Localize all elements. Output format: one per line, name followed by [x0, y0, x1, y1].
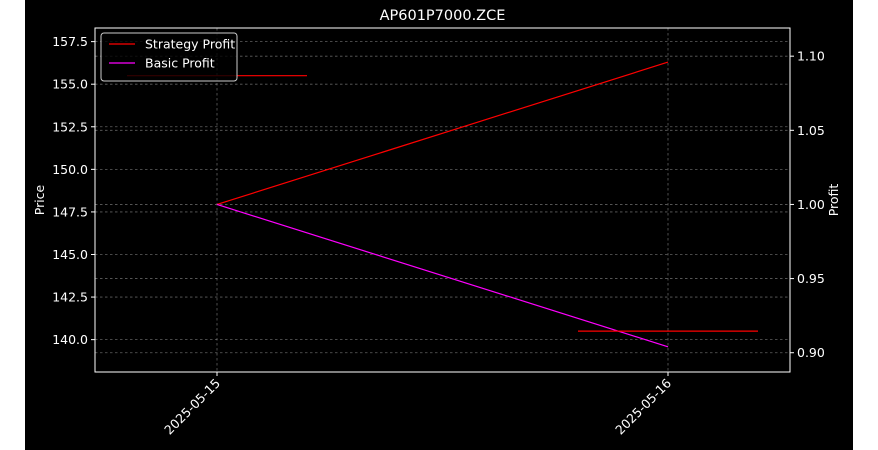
series-line-basic-profit — [216, 203, 669, 348]
right-tick-label: 1.05 — [797, 123, 825, 138]
series-line-strategy-profit — [216, 61, 669, 206]
legend-label: Strategy Profit — [145, 37, 235, 52]
left-tick-label: 155.0 — [52, 77, 88, 92]
legend-box — [100, 32, 238, 82]
x-axis: 2025-05-15 2025-05-16 — [161, 372, 674, 437]
right-tick-label: 0.90 — [797, 345, 825, 360]
right-tick-label: 0.95 — [797, 271, 825, 286]
left-y-axis: 140.0 142.5 145.0 147.5 150.0 152.5 155.0 157.5 — [52, 34, 95, 347]
left-tick-label: 140.0 — [52, 332, 88, 347]
x-tick-label: 2025-05-15 — [161, 376, 223, 438]
right-tick-label: 1.00 — [797, 197, 825, 212]
legend: Strategy Profit Basic Profit — [100, 32, 238, 82]
left-tick-label: 147.5 — [52, 204, 88, 219]
grid-layer — [95, 28, 790, 372]
chart-title: AP601P7000.ZCE — [380, 8, 506, 24]
x-tick-label: 2025-05-16 — [612, 375, 674, 437]
left-tick-label: 142.5 — [52, 290, 88, 305]
left-tick-label: 152.5 — [52, 119, 88, 134]
right-y-axis-label: Profit — [826, 184, 841, 217]
right-y-axis: 0.90 0.95 1.00 1.05 1.10 — [790, 49, 825, 360]
right-tick-label: 1.10 — [797, 49, 825, 64]
left-tick-label: 150.0 — [52, 162, 88, 177]
left-y-axis-label: Price — [32, 184, 47, 215]
left-tick-label: 157.5 — [52, 34, 88, 49]
chart-figure: AP601P7000.ZCE 140.0 142.5 145.0 147.5 150.0… — [25, 0, 853, 450]
left-tick-label: 145.0 — [52, 247, 88, 262]
chart-svg: AP601P7000.ZCE 140.0 142.5 145.0 147.5 150.0… — [32, 8, 841, 437]
plot-frame — [94, 27, 791, 373]
legend-label: Basic Profit — [145, 56, 215, 71]
